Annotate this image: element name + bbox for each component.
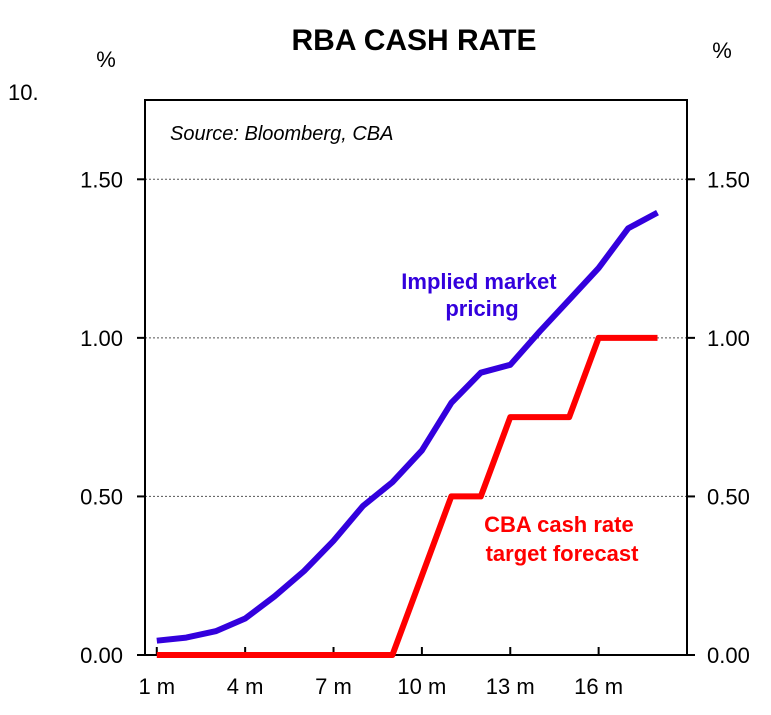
series-layer: [156, 209, 659, 658]
corner-text: 10.: [8, 80, 39, 105]
x-tick-label: 7 m: [315, 674, 352, 699]
y-tick-label-left: 1.00: [80, 326, 123, 351]
y-tick-label-left: 0.50: [80, 484, 123, 509]
right-axis-unit: %: [712, 38, 732, 63]
y-tick-label-right: 0.50: [707, 484, 750, 509]
cba-forecast-label: CBA cash rate target forecast: [484, 512, 640, 566]
source-note: Source: Bloomberg, CBA: [170, 123, 393, 145]
y-tick-label-right: 0.00: [707, 643, 750, 668]
cba-forecast-label-line-1: CBA cash rate: [484, 512, 634, 537]
y-tick-label-right: 1.00: [707, 326, 750, 351]
chart-title: RBA CASH RATE: [292, 24, 537, 57]
plot-frame: [144, 99, 688, 656]
implied-market-pricing-label: Implied market pricing: [401, 269, 562, 321]
series-line-implied-market-pricing: [156, 209, 659, 644]
y-tick-labels-left: 0.00 0.50 1.00 1.50: [80, 167, 123, 668]
x-tick-label: 1 m: [138, 674, 175, 699]
x-tick-label: 13 m: [486, 674, 535, 699]
x-tick-labels: 1 m 4 m 7 m 10 m 13 m 16 m: [138, 674, 623, 699]
cba-forecast-label-line-2: target forecast: [486, 541, 640, 566]
y-tick-label-right: 1.50: [707, 167, 750, 192]
y-tick-label-left: 0.00: [80, 643, 123, 668]
implied-market-pricing-label-line-2: pricing: [445, 296, 518, 321]
y-tick-labels-right: 0.00 0.50 1.00 1.50: [707, 167, 750, 668]
x-tick-label: 10 m: [397, 674, 446, 699]
axis-ticks: [137, 178, 695, 656]
y-tick-label-left: 1.50: [80, 167, 123, 192]
x-tick-label: 4 m: [227, 674, 264, 699]
implied-market-pricing-label-line-1: Implied market: [401, 269, 557, 294]
left-axis-unit: %: [96, 47, 116, 72]
x-tick-label: 16 m: [574, 674, 623, 699]
series-line-cba-cash-rate-target-forecast: [156, 334, 658, 658]
